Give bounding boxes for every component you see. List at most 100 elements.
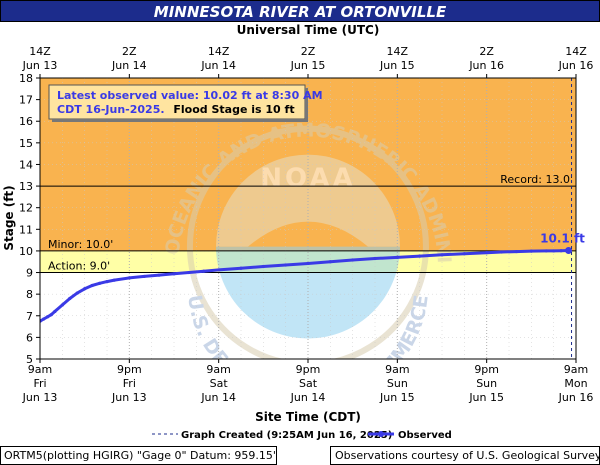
noaa-logo-circle <box>216 246 400 339</box>
observed-point <box>418 254 422 258</box>
x-tick-label: Sun <box>387 377 408 390</box>
observed-point <box>552 249 556 253</box>
x-tick-label: 9am <box>564 363 588 376</box>
observed-point <box>68 296 72 301</box>
observed-point <box>462 252 466 256</box>
observed-point <box>49 313 53 317</box>
y-tick-label: 13 <box>19 180 33 193</box>
top-tick-label: 14Z <box>387 45 409 58</box>
observed-point <box>45 315 50 319</box>
threshold-label-record: Record: 13.0' <box>500 173 573 186</box>
svg-text:CDT 16-Jun-2025. Flood S: CDT 16-Jun-2025. Flood Stage is 10 ft <box>57 103 295 116</box>
observed-point <box>217 268 221 272</box>
y-tick-label: 5 <box>26 353 33 366</box>
y-axis: 5 6 7 8 9 10 11 12 13 14 15 16 17 18 <box>19 72 40 366</box>
footer-courtesy-text: Observations courtesy of U.S. Geological… <box>335 449 600 462</box>
observed-point <box>306 261 310 266</box>
threshold-label-minor: Minor: 10.0' <box>48 238 113 251</box>
x-tick-label: Jun 14 <box>200 391 236 404</box>
y-tick-label: 15 <box>19 137 33 150</box>
top-tick-label: 14Z <box>565 45 587 58</box>
top-axis-title: Universal Time (UTC) <box>237 23 380 37</box>
top-tick-label: 14Z <box>29 45 51 58</box>
y-tick-label: 16 <box>19 115 33 128</box>
x-tick-label: 9pm <box>296 363 321 376</box>
noaa-logo-text: NOAA <box>260 164 355 194</box>
x-tick-label: 9am <box>28 363 52 376</box>
bottom-axis-title: Site Time (CDT) <box>255 410 361 424</box>
observed-point <box>97 281 102 285</box>
y-tick-label: 9 <box>26 267 33 280</box>
observed-series-points <box>40 246 573 323</box>
y-tick-label: 8 <box>26 288 33 301</box>
observed-point <box>142 274 146 279</box>
y-tick-label: 11 <box>19 223 33 236</box>
observed-point <box>395 255 399 260</box>
observed-point <box>440 253 444 257</box>
x-tick-label: Fri <box>123 377 136 390</box>
y-tick-label: 17 <box>19 94 33 107</box>
y-tick-label: 6 <box>26 331 33 344</box>
x-tick-label: Jun 13 <box>111 391 147 404</box>
chart-title: MINNESOTA RIVER AT ORTONVILLE <box>153 3 447 21</box>
legend: Graph Created (9:25AM Jun 16, 2025) Obse… <box>152 430 452 441</box>
latest-observed-point <box>565 246 573 254</box>
top-tick-label: Jun 16 <box>558 59 594 72</box>
observed-point <box>157 273 161 277</box>
x-tick-label: Jun 13 <box>22 391 58 404</box>
observed-point <box>485 251 489 255</box>
top-tick-label: Jun 15 <box>290 59 326 72</box>
x-tick-label: 9pm <box>474 363 499 376</box>
observed-point <box>112 278 117 282</box>
top-tick-label: Jun 14 <box>111 59 147 72</box>
observed-point <box>284 263 288 267</box>
top-tick-label: Jun 16 <box>468 59 504 72</box>
y-tick-label: 18 <box>19 72 33 85</box>
y-tick-label: 14 <box>19 158 33 171</box>
observed-point <box>83 287 87 291</box>
x-tick-label: 9pm <box>117 363 142 376</box>
observed-point <box>261 264 265 269</box>
latest-value-label: 10.1 ft <box>540 231 585 245</box>
threshold-lines: Record: 13.0' Minor: 10.0' Action: 9.0' <box>40 173 576 274</box>
top-tick-label: 2Z <box>301 45 316 58</box>
observed-point <box>239 266 243 270</box>
observed-point <box>60 303 64 307</box>
legend-observed-marker <box>378 431 384 437</box>
flood-stage-text: Flood Stage is 10 ft <box>173 103 294 116</box>
y-axis-label: Stage (ft) <box>2 185 16 250</box>
latest-observed-line2: CDT 16-Jun-2025. <box>57 103 165 116</box>
top-tick-label: 14Z <box>208 45 230 58</box>
observed-point <box>53 309 57 314</box>
observed-point <box>105 280 109 284</box>
latest-observed-line1: Latest observed value: 10.02 ft at 8:30 … <box>57 89 323 102</box>
top-tick-label: Jun 13 <box>22 59 58 72</box>
footer-courtesy: Observations courtesy of U.S. Geological… <box>330 446 600 465</box>
y-tick-label: 10 <box>19 245 33 258</box>
observed-point <box>499 250 504 254</box>
x-tick-label: 9am <box>385 363 409 376</box>
noaa-logo-bird <box>216 154 400 247</box>
noaa-logo-ring <box>187 125 429 359</box>
observed-point <box>544 249 548 253</box>
x-tick-label: Sat <box>299 377 318 390</box>
x-tick-label: Jun 14 <box>290 391 326 404</box>
footer-datum-text: ORTM5(plotting HGIRG) "Gage 0" Datum: 95… <box>4 449 276 462</box>
observed-point <box>514 249 519 254</box>
footer-datum: ORTM5(plotting HGIRG) "Gage 0" Datum: 95… <box>0 446 277 465</box>
x-tick-label: 9am <box>206 363 230 376</box>
observed-point <box>328 260 332 264</box>
observed-point <box>529 249 533 253</box>
x-tick-label: Jun 15 <box>468 391 504 404</box>
y-tick-label: 7 <box>26 310 33 323</box>
observed-point <box>127 276 131 280</box>
latest-observed-box: Latest observed value: 10.02 ft at 8:30 … <box>48 84 323 122</box>
legend-created-label: Graph Created (9:25AM Jun 16, 2025) <box>181 430 392 441</box>
observed-point <box>187 270 191 275</box>
observed-point <box>351 258 355 262</box>
legend-observed-label: Observed <box>398 430 452 441</box>
x-tick-label: Jun 16 <box>558 391 594 404</box>
